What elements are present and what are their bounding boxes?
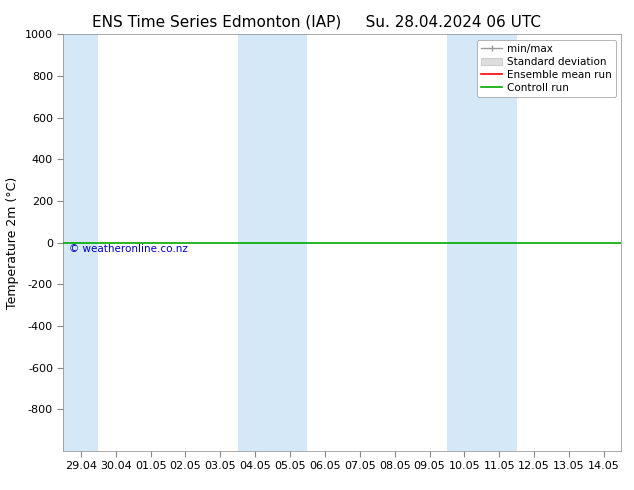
Text: ENS Time Series Edmonton (IAP)     Su. 28.04.2024 06 UTC: ENS Time Series Edmonton (IAP) Su. 28.04… [93,15,541,30]
Bar [238,34,307,451]
Bar [63,34,98,451]
Bar [447,34,517,451]
Text: © weatheronline.co.nz: © weatheronline.co.nz [69,244,188,254]
Y-axis label: Temperature 2m (°C): Temperature 2m (°C) [6,176,20,309]
Legend: min/max, Standard deviation, Ensemble mean run, Controll run: min/max, Standard deviation, Ensemble me… [477,40,616,97]
